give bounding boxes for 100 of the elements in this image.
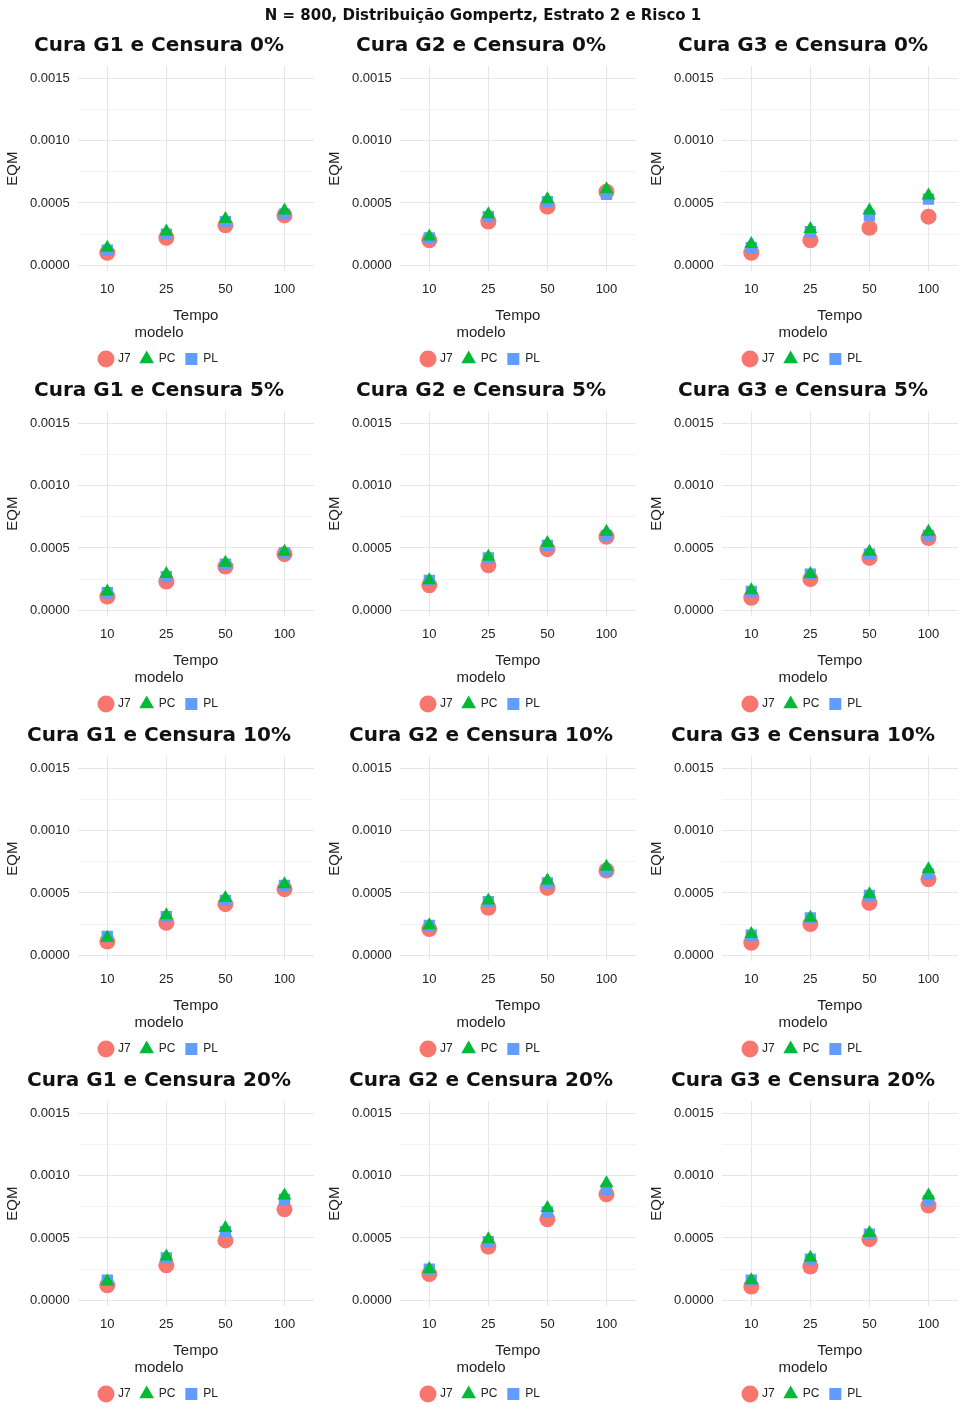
y-tick-label: 0.0015 [674, 760, 714, 776]
chart-title: Cura G3 e Censura 20% [671, 1067, 935, 1092]
y-tick-label: 0.0000 [30, 256, 70, 272]
legend-title: modelo [778, 667, 828, 685]
x-tick-label: 25 [159, 280, 174, 296]
y-tick-label: 0.0015 [352, 760, 392, 776]
y-axis-title: EQM [647, 1186, 665, 1221]
x-axis-title: Tempo [173, 306, 219, 324]
x-tick-label: 50 [862, 280, 877, 296]
legend-label: PL [847, 1386, 863, 1401]
y-tick-label: 0.0010 [674, 132, 714, 148]
legend-label: PL [847, 696, 863, 711]
x-axis-title: Tempo [817, 1341, 863, 1359]
legend-label: PL [525, 1386, 541, 1401]
legend-title: modelo [134, 1357, 184, 1375]
y-axis-title: EQM [325, 496, 343, 531]
chart-title: Cura G2 e Censura 20% [349, 1067, 613, 1092]
legend-title: modelo [456, 667, 506, 685]
y-tick-label: 0.0005 [352, 539, 392, 555]
legend-label: PL [203, 1041, 219, 1056]
chart-title: Cura G2 e Censura 0% [356, 32, 606, 57]
y-tick-label: 0.0005 [674, 884, 714, 900]
y-tick-label: 0.0005 [352, 1229, 392, 1245]
x-tick-label: 50 [862, 970, 877, 986]
x-tick-label: 10 [100, 625, 115, 641]
y-tick-label: 0.0010 [30, 477, 70, 493]
x-tick-label: 10 [422, 970, 437, 986]
x-tick-label: 25 [481, 625, 496, 641]
y-tick-label: 0.0010 [352, 477, 392, 493]
y-axis-title: EQM [325, 151, 343, 186]
x-tick-label: 100 [595, 280, 618, 296]
legend-label: J7 [761, 1386, 775, 1401]
legend-label: J7 [439, 1041, 453, 1056]
x-tick-label: 25 [159, 1315, 174, 1331]
x-tick-label: 50 [540, 970, 555, 986]
chart-title: Cura G3 e Censura 10% [671, 722, 935, 747]
chart-title: Cura G2 e Censura 10% [349, 722, 613, 747]
x-axis-title: Tempo [173, 651, 219, 669]
y-tick-label: 0.0005 [352, 194, 392, 210]
x-tick-label: 50 [218, 280, 233, 296]
legend-label: PC [158, 696, 176, 711]
legend-label: J7 [761, 351, 775, 366]
legend-label: J7 [761, 696, 775, 711]
y-tick-label: 0.0015 [674, 1105, 714, 1121]
y-tick-label: 0.0010 [352, 132, 392, 148]
legend-label: J7 [117, 351, 131, 366]
y-axis-title: EQM [647, 496, 665, 531]
y-tick-label: 0.0010 [30, 1167, 70, 1183]
y-axis-title: EQM [325, 1186, 343, 1221]
legend-label: PL [203, 1386, 219, 1401]
x-tick-label: 100 [595, 970, 618, 986]
y-tick-label: 0.0000 [352, 601, 392, 617]
x-tick-label: 25 [803, 280, 818, 296]
legend-title: modelo [456, 322, 506, 340]
y-tick-label: 0.0015 [30, 415, 70, 431]
y-tick-label: 0.0010 [674, 477, 714, 493]
y-tick-label: 0.0000 [674, 601, 714, 617]
y-tick-label: 0.0005 [674, 194, 714, 210]
legend-label: J7 [117, 1041, 131, 1056]
y-axis-title: EQM [3, 496, 21, 531]
x-tick-label: 50 [540, 1315, 555, 1331]
x-tick-label: 100 [273, 970, 296, 986]
legend-label: PC [480, 1041, 498, 1056]
legend-label: PC [158, 351, 176, 366]
x-axis-title: Tempo [495, 306, 541, 324]
legend-label: J7 [117, 1386, 131, 1401]
y-tick-label: 0.0005 [30, 194, 70, 210]
y-tick-label: 0.0005 [674, 1229, 714, 1245]
y-tick-label: 0.0015 [30, 70, 70, 86]
y-axis-title: EQM [3, 1186, 21, 1221]
legend-label: J7 [439, 696, 453, 711]
legend-label: PL [525, 1041, 541, 1056]
x-tick-label: 50 [862, 625, 877, 641]
legend-title: modelo [456, 1012, 506, 1030]
legend-title: modelo [134, 322, 184, 340]
legend-label: PC [480, 351, 498, 366]
x-tick-label: 100 [273, 280, 296, 296]
x-axis-title: Tempo [495, 651, 541, 669]
x-tick-label: 10 [100, 970, 115, 986]
y-tick-label: 0.0010 [30, 132, 70, 148]
legend-title: modelo [456, 1357, 506, 1375]
x-tick-label: 25 [159, 625, 174, 641]
legend-label: PC [802, 696, 820, 711]
x-tick-label: 100 [917, 1315, 940, 1331]
y-tick-label: 0.0010 [352, 822, 392, 838]
y-tick-label: 0.0015 [674, 415, 714, 431]
legend-label: J7 [761, 1041, 775, 1056]
y-tick-label: 0.0005 [352, 884, 392, 900]
y-tick-label: 0.0015 [352, 1105, 392, 1121]
y-tick-label: 0.0010 [674, 1167, 714, 1183]
x-tick-label: 50 [540, 625, 555, 641]
y-axis-title: EQM [647, 151, 665, 186]
x-axis-title: Tempo [495, 996, 541, 1014]
y-tick-label: 0.0000 [352, 1291, 392, 1307]
legend-label: PL [525, 351, 541, 366]
y-tick-label: 0.0000 [674, 946, 714, 962]
x-tick-label: 50 [540, 280, 555, 296]
x-tick-label: 25 [481, 280, 496, 296]
text: N = 800, Distribuição Gompertz, Estrato 2 e Risco 1 [263, 5, 703, 26]
y-tick-label: 0.0005 [674, 539, 714, 555]
